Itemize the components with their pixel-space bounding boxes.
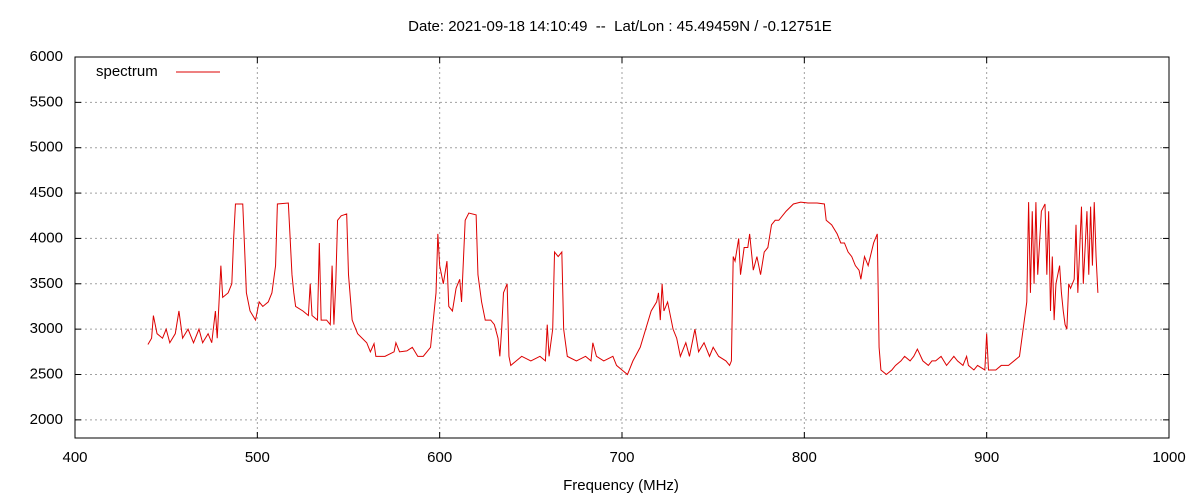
y-tick-label: 5000 — [30, 139, 63, 156]
y-tick-label: 2500 — [30, 365, 63, 382]
x-tick-label: 600 — [427, 449, 452, 466]
chart-title: Date: 2021-09-18 14:10:49 -- Lat/Lon : 4… — [408, 18, 832, 35]
x-tick-label: 1000 — [1152, 449, 1185, 466]
y-tick-label: 3000 — [30, 320, 63, 337]
x-tick-label: 700 — [609, 449, 634, 466]
x-tick-label: 800 — [792, 449, 817, 466]
x-axis-label: Frequency (MHz) — [563, 477, 679, 494]
y-tick-label: 5500 — [30, 93, 63, 110]
y-tick-label: 4500 — [30, 184, 63, 201]
spectrum-line — [147, 201, 1099, 376]
x-tick-label: 500 — [245, 449, 270, 466]
y-tick-label: 6000 — [30, 48, 63, 65]
legend-label: spectrum — [96, 63, 158, 80]
y-tick-label: 4000 — [30, 229, 63, 246]
x-tick-label: 900 — [974, 449, 999, 466]
y-tick-label: 2000 — [30, 411, 63, 428]
y-tick-label: 3500 — [30, 275, 63, 292]
plot-frame — [74, 56, 1170, 439]
x-tick-label: 400 — [62, 449, 87, 466]
